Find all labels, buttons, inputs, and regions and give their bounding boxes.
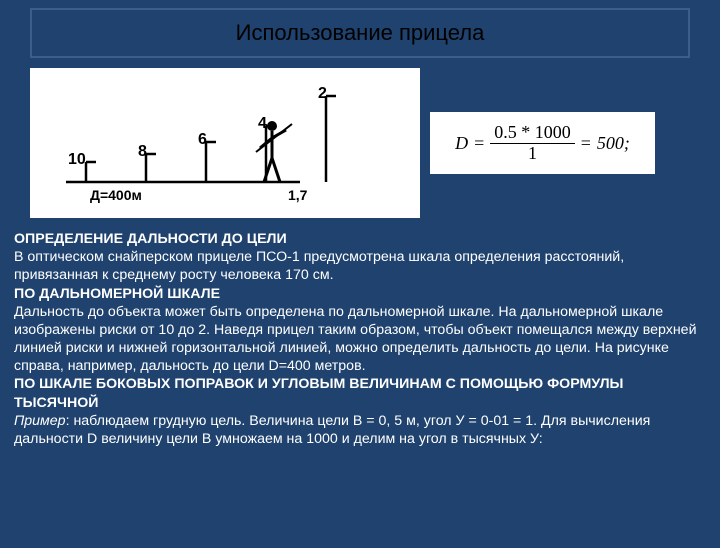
formula-box: D = 0.5 * 1000 1 = 500; — [430, 112, 655, 174]
soldier-height-label: 1,7 — [288, 187, 308, 203]
page-title: Использование прицела — [236, 20, 485, 45]
scale-marks: 10 8 6 4 2 — [68, 85, 336, 182]
paragraph-2: Дальность до объекта может быть определе… — [14, 303, 706, 376]
scale-mark-label: 6 — [198, 131, 207, 148]
example-text: : наблюдаем грудную цель. Величина цели … — [14, 413, 650, 447]
heading-1: ОПРЕДЕЛЕНИЕ ДАЛЬНОСТИ ДО ЦЕЛИ — [14, 230, 706, 248]
formula-fraction: 0.5 * 1000 1 — [490, 123, 575, 164]
scale-mark-label: 4 — [258, 115, 267, 132]
heading-2: ПО ДАЛЬНОМЕРНОЙ ШКАЛЕ — [14, 285, 706, 303]
scale-svg: 10 8 6 4 2 Д=400м 1,7 — [30, 68, 420, 218]
rangefinder-scale-diagram: 10 8 6 4 2 Д=400м 1,7 — [30, 68, 420, 218]
scale-mark-label: 8 — [138, 143, 147, 160]
heading-3: ПО ШКАЛЕ БОКОВЫХ ПОПРАВОК И УГЛОВЫМ ВЕЛИ… — [14, 375, 706, 411]
paragraph-1: В оптическом снайперском прицеле ПСО-1 п… — [14, 248, 706, 284]
equals-sign-2: = — [581, 133, 591, 154]
distance-label: Д=400м — [90, 187, 142, 203]
formula-numerator: 0.5 * 1000 — [490, 123, 575, 144]
equals-sign: = — [474, 133, 484, 154]
title-box: Использование прицела — [30, 8, 690, 58]
scale-mark-label: 2 — [318, 85, 327, 102]
distance-formula: D = 0.5 * 1000 1 = 500; — [455, 123, 630, 164]
formula-denominator: 1 — [524, 144, 541, 164]
formula-lhs: D — [455, 133, 468, 154]
diagrams-row: 10 8 6 4 2 Д=400м 1,7 D = 0.5 * 1000 1 — [30, 68, 690, 218]
body-text: ОПРЕДЕЛЕНИЕ ДАЛЬНОСТИ ДО ЦЕЛИ В оптическ… — [14, 230, 706, 448]
paragraph-3: Пример: наблюдаем грудную цель. Величина… — [14, 412, 706, 448]
example-label: Пример — [14, 413, 66, 429]
formula-rhs: 500; — [597, 133, 630, 154]
scale-mark-label: 10 — [68, 151, 86, 168]
